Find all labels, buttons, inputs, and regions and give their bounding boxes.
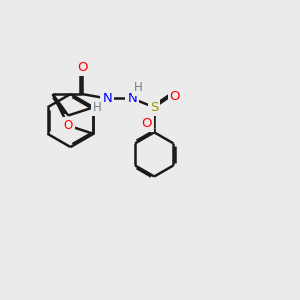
Text: O: O [169, 90, 180, 103]
Text: N: N [102, 92, 112, 105]
Text: O: O [142, 117, 152, 130]
Text: N: N [127, 92, 137, 105]
Text: O: O [77, 61, 87, 74]
Text: H: H [134, 81, 142, 94]
Text: H: H [92, 101, 101, 114]
Text: O: O [64, 119, 73, 132]
Text: S: S [150, 101, 158, 114]
